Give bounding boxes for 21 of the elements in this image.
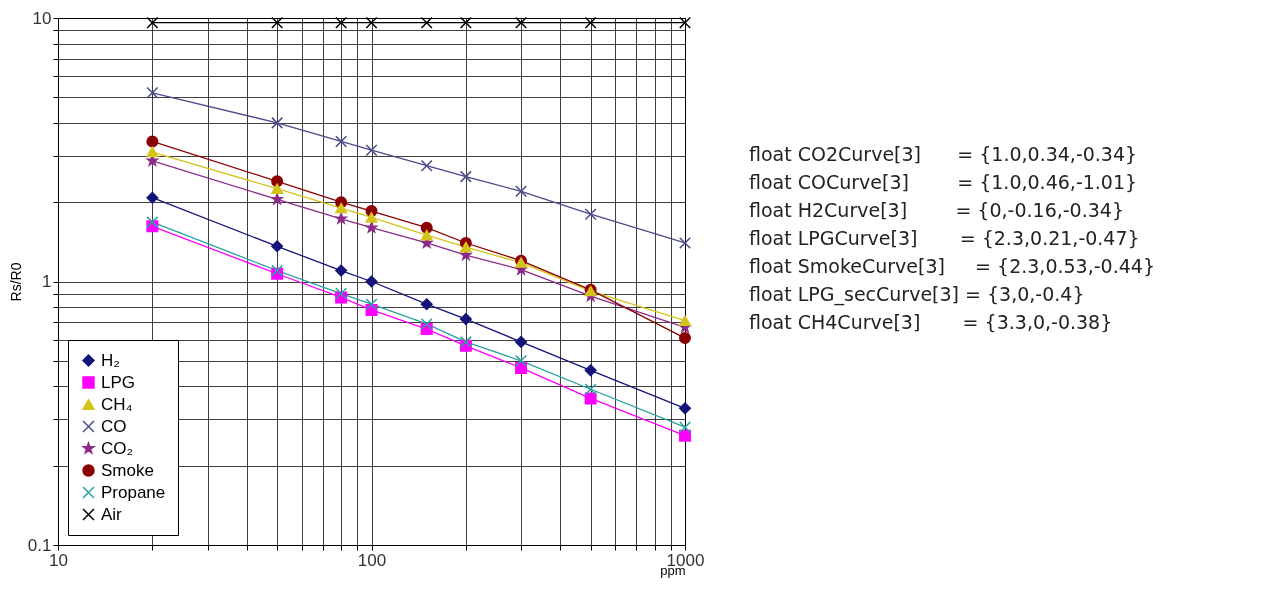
text: float CH4Curve[3] = {3.3,0,-0.38} bbox=[749, 310, 1114, 335]
x-tick-label: 10 bbox=[49, 550, 68, 570]
x-tick-label: 100 bbox=[357, 550, 387, 570]
legend-label: Smoke bbox=[101, 460, 154, 480]
legend-label: Propane bbox=[101, 482, 166, 502]
text: float LPG_secCurve[3] = {3,0,-0.4} bbox=[749, 282, 1086, 308]
y-tick-label: 0.1 bbox=[27, 535, 52, 555]
y-tick-label: 10 bbox=[32, 8, 52, 28]
text: float H2Curve[3] = {0,-0.16,-0.34} bbox=[749, 198, 1125, 223]
legend-label: Air bbox=[101, 504, 123, 524]
legend-label: H₂ bbox=[101, 350, 120, 370]
y-tick-label: 1 bbox=[42, 272, 52, 291]
text: float COCurve[3] = {1.0,0.46,-1.01} bbox=[749, 170, 1139, 195]
legend-label: CH₄ bbox=[101, 394, 133, 414]
text: float SmokeCurve[3] = {2.3,0.53,-0.44} bbox=[749, 254, 1155, 279]
text: float CO2Curve[3] = {1.0,0.34,-0.34} bbox=[749, 142, 1139, 167]
legend-label: CO bbox=[101, 416, 127, 436]
y-axis-title: Rs/R0 bbox=[7, 262, 24, 302]
text: float LPGCurve[3] = {2.3,0.21,-0.47} bbox=[749, 226, 1141, 251]
legend-label: LPG bbox=[101, 372, 136, 392]
legend-label: CO₂ bbox=[101, 438, 134, 458]
